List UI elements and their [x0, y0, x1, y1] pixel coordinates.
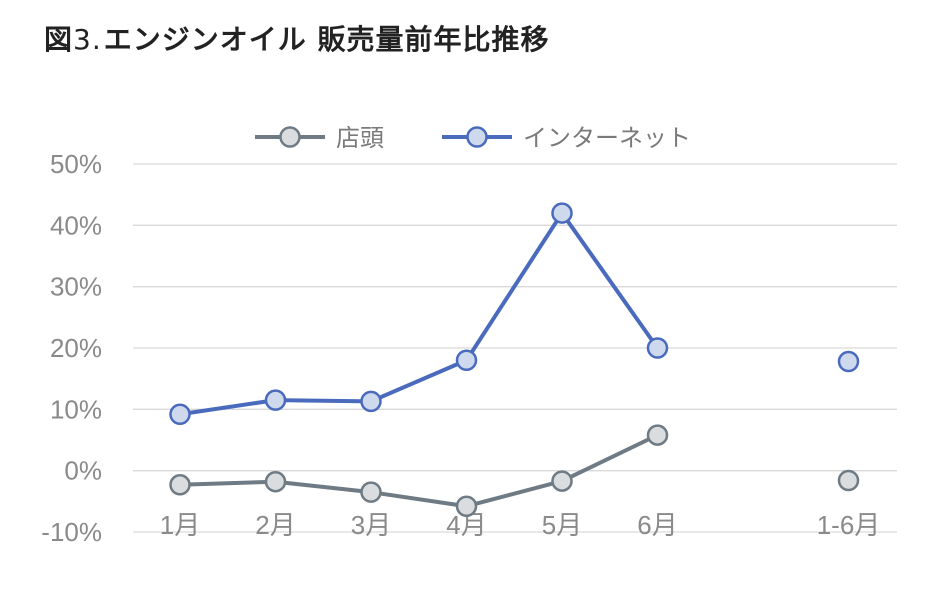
y-tick-label: 50% — [50, 149, 102, 179]
y-tick-label: 20% — [50, 333, 102, 363]
y-tick-label: 0% — [64, 456, 102, 486]
data-point-internet — [169, 403, 191, 425]
legend-marker — [466, 126, 488, 148]
legend-marker — [279, 126, 301, 148]
data-point-store — [551, 470, 573, 492]
title-number: 3. — [73, 23, 102, 56]
x-tick-label: 6月 — [637, 510, 677, 540]
data-point-store — [455, 495, 478, 517]
data-point-store — [360, 481, 382, 503]
y-tick-label: 40% — [50, 210, 102, 240]
legend-label: インターネット — [523, 124, 691, 152]
x-tick-label: 2月 — [255, 510, 295, 540]
legend: 店頭 インターネット — [255, 124, 691, 152]
legend-label: 店頭 — [336, 124, 384, 152]
chart-title: 図3.エンジンオイル 販売量前年比推移 — [44, 18, 549, 58]
x-tick-label: 1月 — [160, 510, 200, 540]
x-tick-label: 1-6月 — [817, 510, 881, 540]
data-point-internet — [455, 349, 478, 372]
series-group — [169, 202, 860, 517]
data-point-internet — [551, 202, 573, 224]
x-tick-label: 5月 — [542, 510, 582, 540]
data-point-internet — [264, 389, 287, 411]
data-point-internet — [646, 337, 669, 359]
series-line-store — [179, 433, 659, 509]
gridlines — [133, 163, 897, 533]
title-prefix: 図 — [44, 23, 74, 56]
y-tick-label: -10% — [41, 517, 102, 547]
data-point-internet — [360, 390, 382, 413]
y-tick-label: 30% — [50, 272, 102, 302]
series-line-internet — [179, 211, 660, 417]
x-axis-ticks: 1月 2月 3月 4月 5月 6月 1-6月 — [160, 510, 881, 540]
data-point-store — [169, 474, 191, 496]
y-tick-label: 10% — [50, 394, 102, 424]
title-text: エンジンオイル 販売量前年比推移 — [103, 23, 550, 56]
y-axis-ticks: 50% 40% 30% 20% 10% 0% -10% — [41, 149, 102, 547]
data-point-store — [646, 424, 669, 446]
data-point-store — [264, 470, 287, 493]
data-point-store — [837, 469, 860, 492]
data-point-internet — [837, 350, 860, 373]
x-tick-label: 3月 — [351, 510, 391, 540]
